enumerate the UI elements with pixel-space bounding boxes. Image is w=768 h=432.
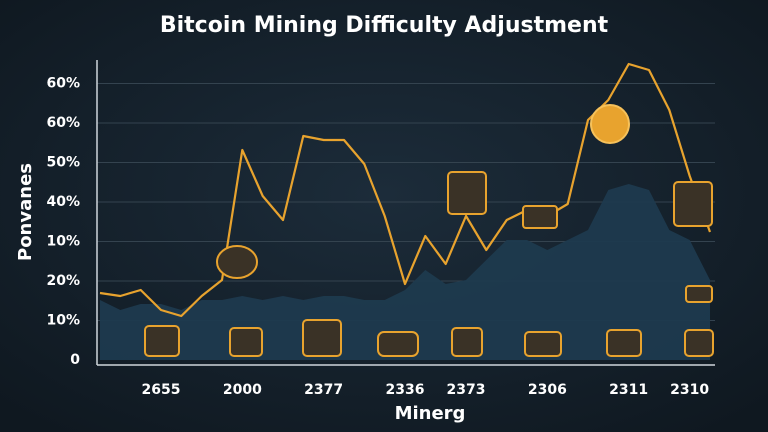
x-tick-label: 2311: [609, 382, 648, 398]
decorative-icons: [144, 104, 714, 357]
area: [100, 184, 710, 360]
x-tick-label: 2000: [223, 382, 262, 398]
x-tick-label: 2310: [670, 382, 709, 398]
x-tick-label: 2336: [386, 382, 425, 398]
chart-title: Bitcoin Mining Difficulty Adjustment: [160, 13, 609, 38]
y-axis-title: Ponvanes: [15, 163, 36, 261]
y-tick-label: 10%: [46, 234, 80, 250]
x-axis-title: Minerg: [395, 403, 466, 424]
line: [99, 62, 712, 318]
y-tick-label: 20%: [46, 273, 80, 289]
y-tick-label: 60%: [46, 115, 80, 131]
x-tick-label: 2655: [142, 382, 181, 398]
y-tick-label: 60%: [46, 76, 80, 92]
y-tick-label: 10%: [46, 313, 80, 329]
x-tick-label: 2306: [528, 382, 567, 398]
x-tick-label: 2373: [447, 382, 486, 398]
y-tick-label: 40%: [46, 194, 80, 210]
y-tick-label: 0: [70, 352, 80, 368]
plot-area: [97, 62, 715, 360]
x-tick-label: 2377: [304, 382, 343, 398]
y-tick-label: 50%: [46, 155, 80, 171]
